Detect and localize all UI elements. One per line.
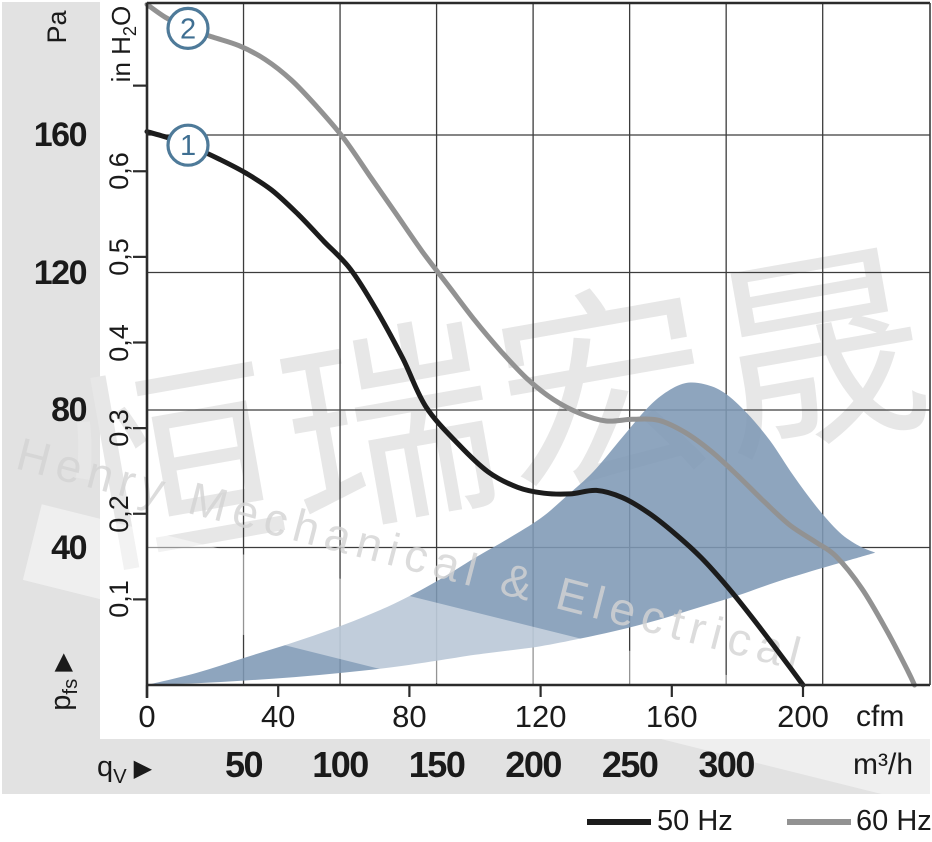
m3h-tick-300: 300	[698, 744, 755, 785]
curve-2-marker-label: 2	[180, 13, 196, 45]
curve-1-marker-label: 1	[180, 130, 196, 162]
inh2o-tick-0_1: 0,1	[104, 580, 134, 619]
pa-tick-120: 120	[33, 253, 88, 292]
cfm-tick-40: 40	[260, 699, 296, 734]
inh2o-tick-0_4: 0,4	[104, 323, 134, 362]
flow-axis-arrow-icon: ▶	[133, 755, 153, 782]
watermark-ribbon	[22, 504, 932, 832]
axes-and-ticks	[133, 1, 931, 698]
curve-1-marker: 1	[166, 123, 210, 167]
cfm-tick-160: 160	[645, 699, 698, 734]
operating-region-layer	[147, 382, 876, 685]
pa-tick-160: 160	[33, 116, 88, 154]
curve-60hz	[144, 1, 917, 688]
qv-main: q	[97, 751, 114, 783]
inh2o-title-prefix: in H	[106, 36, 136, 83]
cfm-tick-80: 80	[392, 699, 427, 734]
pfs-sub: fs	[59, 678, 82, 695]
cfm-unit-label: cfm	[856, 700, 905, 733]
legend-label-60hz: 60 Hz	[856, 805, 932, 837]
m3h-tick-250: 250	[601, 744, 659, 785]
cfm-tick-120: 120	[514, 699, 567, 734]
m3h-tick-100: 100	[312, 744, 369, 785]
inh2o-axis-title: in H2O	[106, 0, 140, 88]
flow-axis-label: qV ▶	[97, 751, 152, 793]
pressure-axis-label: pfs ▶	[45, 629, 82, 735]
bottom-axis-band	[2, 739, 930, 794]
curve-number-markers: 1 2	[166, 6, 210, 167]
pfs-main: p	[45, 694, 77, 711]
inh2o-title-sub: 2	[120, 25, 141, 37]
legend-swatch-60hz	[787, 819, 851, 825]
pressure-axis-arrow-icon: ▶	[49, 653, 76, 672]
m3h-tick-50: 50	[224, 744, 264, 785]
cfm-tick-200: 200	[777, 699, 829, 734]
m3h-tick-150: 150	[408, 744, 466, 785]
cfm-tick-0: 0	[138, 699, 156, 734]
left-axis-panel	[2, 2, 100, 739]
pa-tick-80: 80	[51, 391, 87, 429]
inh2o-tick-0_2: 0,2	[104, 494, 134, 533]
inh2o-tick-0_3: 0,3	[104, 409, 134, 447]
legend-label-50hz: 50 Hz	[657, 805, 733, 837]
pa-tick-40: 40	[51, 528, 87, 567]
pa-axis-title: Pa	[42, 10, 72, 44]
operating-region	[147, 382, 876, 685]
curve-50hz	[144, 129, 806, 688]
curve-2-marker: 2	[166, 6, 210, 50]
inh2o-tick-0_6: 0,6	[104, 152, 134, 191]
inh2o-tick-0_5: 0,5	[104, 238, 134, 276]
legend-swatch-50hz	[587, 819, 651, 825]
m3h-tick-200: 200	[505, 744, 562, 785]
m3h-unit-label: m³/h	[853, 748, 913, 781]
curves-layer	[144, 1, 917, 688]
qv-sub: V	[113, 765, 127, 788]
inh2o-title-suffix: O	[106, 5, 136, 26]
